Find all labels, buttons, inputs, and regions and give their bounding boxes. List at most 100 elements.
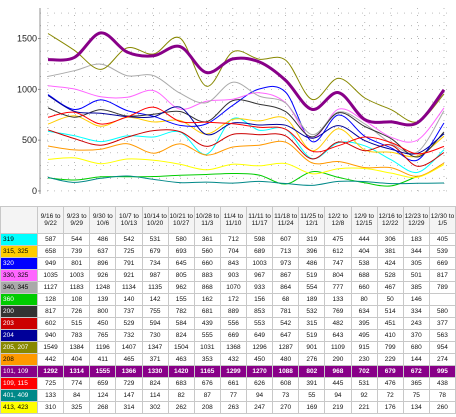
table-cell: 146 (402, 293, 430, 306)
table-cell: 781 (272, 305, 300, 318)
table-cell: 314 (115, 401, 143, 414)
table-cell: 1127 (36, 281, 65, 294)
table-header-row: 9/16 to 9/22 9/23 to 9/29 9/30 to 10/6 10/7 to… (0, 206, 456, 234)
table-cell: 726 (63, 305, 91, 318)
table-cell: 702 (350, 365, 378, 378)
table-row: 200 817 726 800 737 755 782 681 889 853 781 532 769 6… (0, 305, 456, 318)
table-cell: 725 (36, 377, 65, 390)
table-cell: 270 (272, 401, 300, 414)
period-end: 9/29 (70, 220, 84, 227)
table-cell: 587 (36, 233, 65, 246)
table-cell: 405 (428, 233, 456, 246)
table-cell: 290 (324, 353, 352, 366)
table-cell: 542 (115, 233, 143, 246)
period-end: 10/20 (146, 220, 164, 227)
table-cell: 221 (350, 401, 378, 414)
series-line (47, 94, 445, 155)
table-cell: 1314 (63, 365, 91, 378)
table-cell: 396 (298, 245, 326, 258)
table-cell: 679 (141, 245, 169, 258)
table-cell: 544 (63, 233, 91, 246)
table-cell: 381 (376, 245, 404, 258)
series-line (47, 106, 445, 155)
table-cell: 411 (89, 353, 117, 366)
table-cell: 438 (428, 377, 456, 390)
table-row: 330, 325 1035 1003 926 921 987 805 883 903 967 867… (0, 269, 456, 282)
table-cell: 1165 (193, 365, 221, 378)
table-row: 340, 345 1127 1183 1248 1134 1135 962 868 1070 93… (0, 281, 456, 294)
table-cell: 134 (402, 401, 430, 414)
table-cell: 739 (63, 245, 91, 258)
table-cell: 804 (324, 269, 352, 282)
table-cell: 1299 (219, 365, 248, 378)
table-cell: 732 (115, 329, 143, 342)
table-cell: 864 (272, 281, 300, 294)
table-cell: 147 (115, 389, 143, 402)
period-start: 10/28 to (195, 213, 220, 220)
row-label: 340, 345 (0, 281, 38, 294)
period-start: 10/14 to (143, 213, 167, 220)
y-tick-label: 0 (32, 186, 37, 196)
period-end: 12/15 (355, 220, 373, 227)
table-cell: 725 (115, 245, 143, 258)
table-cell: 344 (402, 245, 430, 258)
y-tick-label: 1500 (17, 33, 37, 43)
row-label: 319 (0, 233, 38, 246)
table-cell: 306 (376, 233, 404, 246)
table-cell: 867 (272, 269, 300, 282)
period-start: 10/7 to (118, 213, 139, 220)
table-cell: 626 (245, 377, 274, 390)
y-tick-label: 1000 (17, 84, 37, 94)
table-cell: 817 (36, 305, 65, 318)
period-start: 11/18 to (274, 213, 298, 220)
row-label: 203 (0, 317, 38, 330)
table-cell: 782 (167, 305, 195, 318)
table-cell: 713 (272, 245, 300, 258)
table-column-header: 9/16 to 9/22 (36, 206, 65, 234)
table-cell: 769 (324, 305, 352, 318)
table-cell: 676 (193, 377, 221, 390)
table-cell: 442 (36, 353, 65, 366)
table-cell: 140 (115, 293, 143, 306)
data-table-area: 9/16 to 9/22 9/23 to 9/29 9/30 to 10/6 10/7 to… (0, 206, 456, 417)
table-cell: 1135 (141, 281, 169, 294)
table-cell: 476 (376, 377, 404, 390)
table-cell: 777 (324, 281, 352, 294)
table-row: 360 128 108 139 140 142 155 162 172 156 68 189 133 80… (0, 293, 456, 306)
table-row: 101, 109 1292 1314 1555 1366 1330 1420 1165 1299… (0, 365, 456, 378)
table-cell: 463 (167, 353, 195, 366)
table-cell: 660 (193, 257, 221, 270)
table-cell: 519 (298, 329, 326, 342)
table-cell: 432 (219, 353, 248, 366)
table-cell: 889 (219, 305, 248, 318)
table-cell: 1504 (167, 341, 195, 354)
table-cell: 649 (245, 329, 274, 342)
table-cell: 737 (115, 305, 143, 318)
table-cell: 486 (298, 257, 326, 270)
table-cell: 1070 (219, 281, 248, 294)
period-end: 12/29 (408, 220, 425, 227)
table-cell: 594 (141, 317, 169, 330)
table-cell: 1407 (115, 341, 143, 354)
period-end: 11/10 (225, 220, 242, 227)
period-end: 10/6 (96, 220, 110, 227)
row-label: 320 (0, 257, 38, 270)
table-cell: 475 (324, 233, 352, 246)
series-line (47, 129, 445, 167)
table-cell: 805 (167, 269, 195, 282)
table-cell: 450 (89, 317, 117, 330)
table-cell: 560 (193, 245, 221, 258)
table-cell: 824 (167, 329, 195, 342)
table-cell: 1347 (141, 341, 169, 354)
table-cell: 647 (272, 329, 300, 342)
table-cell: 315 (298, 317, 326, 330)
period-start: 12/2 to (327, 213, 348, 220)
table-cell: 824 (141, 377, 169, 390)
period-end: 11/3 (201, 220, 214, 227)
chart-area: 0 500 1000 1500 (0, 0, 456, 206)
table-cell: 133 (36, 389, 65, 402)
table-column-header: 10/14 to 10/20 (141, 206, 169, 234)
table-cell: 967 (245, 269, 274, 282)
table-cell: 263 (219, 401, 248, 414)
table-column-header: 12/16 to 12/22 (376, 206, 404, 234)
